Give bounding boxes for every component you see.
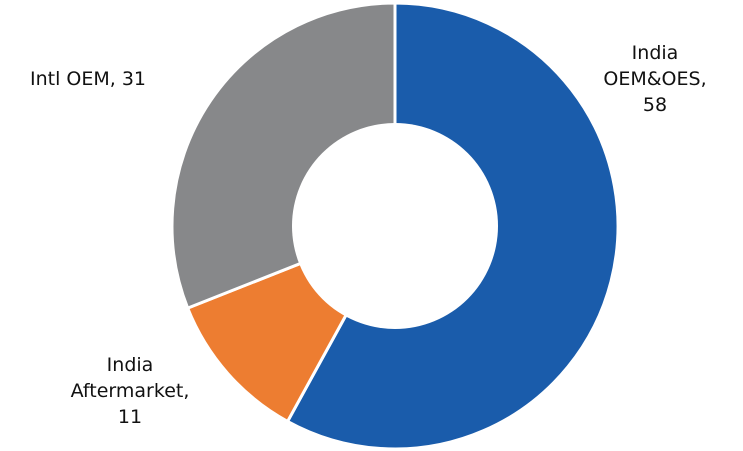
slice-label-line: 11 bbox=[117, 406, 143, 428]
slice-label-line: Aftermarket, bbox=[70, 380, 190, 402]
slice-label-intl-oem: Intl OEM, 31 bbox=[30, 66, 146, 92]
slice-label-india-aftermarket: India Aftermarket, 11 bbox=[55, 352, 205, 430]
slice-label-line: India bbox=[106, 354, 154, 376]
donut-hole bbox=[292, 123, 498, 329]
slice-label-line: Intl OEM, 31 bbox=[30, 68, 147, 90]
slice-label-line: 58 bbox=[642, 94, 668, 116]
slice-label-line: OEM&OES, bbox=[603, 68, 707, 90]
slice-label-india-oem-oes: India OEM&OES, 58 bbox=[600, 40, 710, 118]
slice-label-line: India bbox=[631, 42, 679, 64]
